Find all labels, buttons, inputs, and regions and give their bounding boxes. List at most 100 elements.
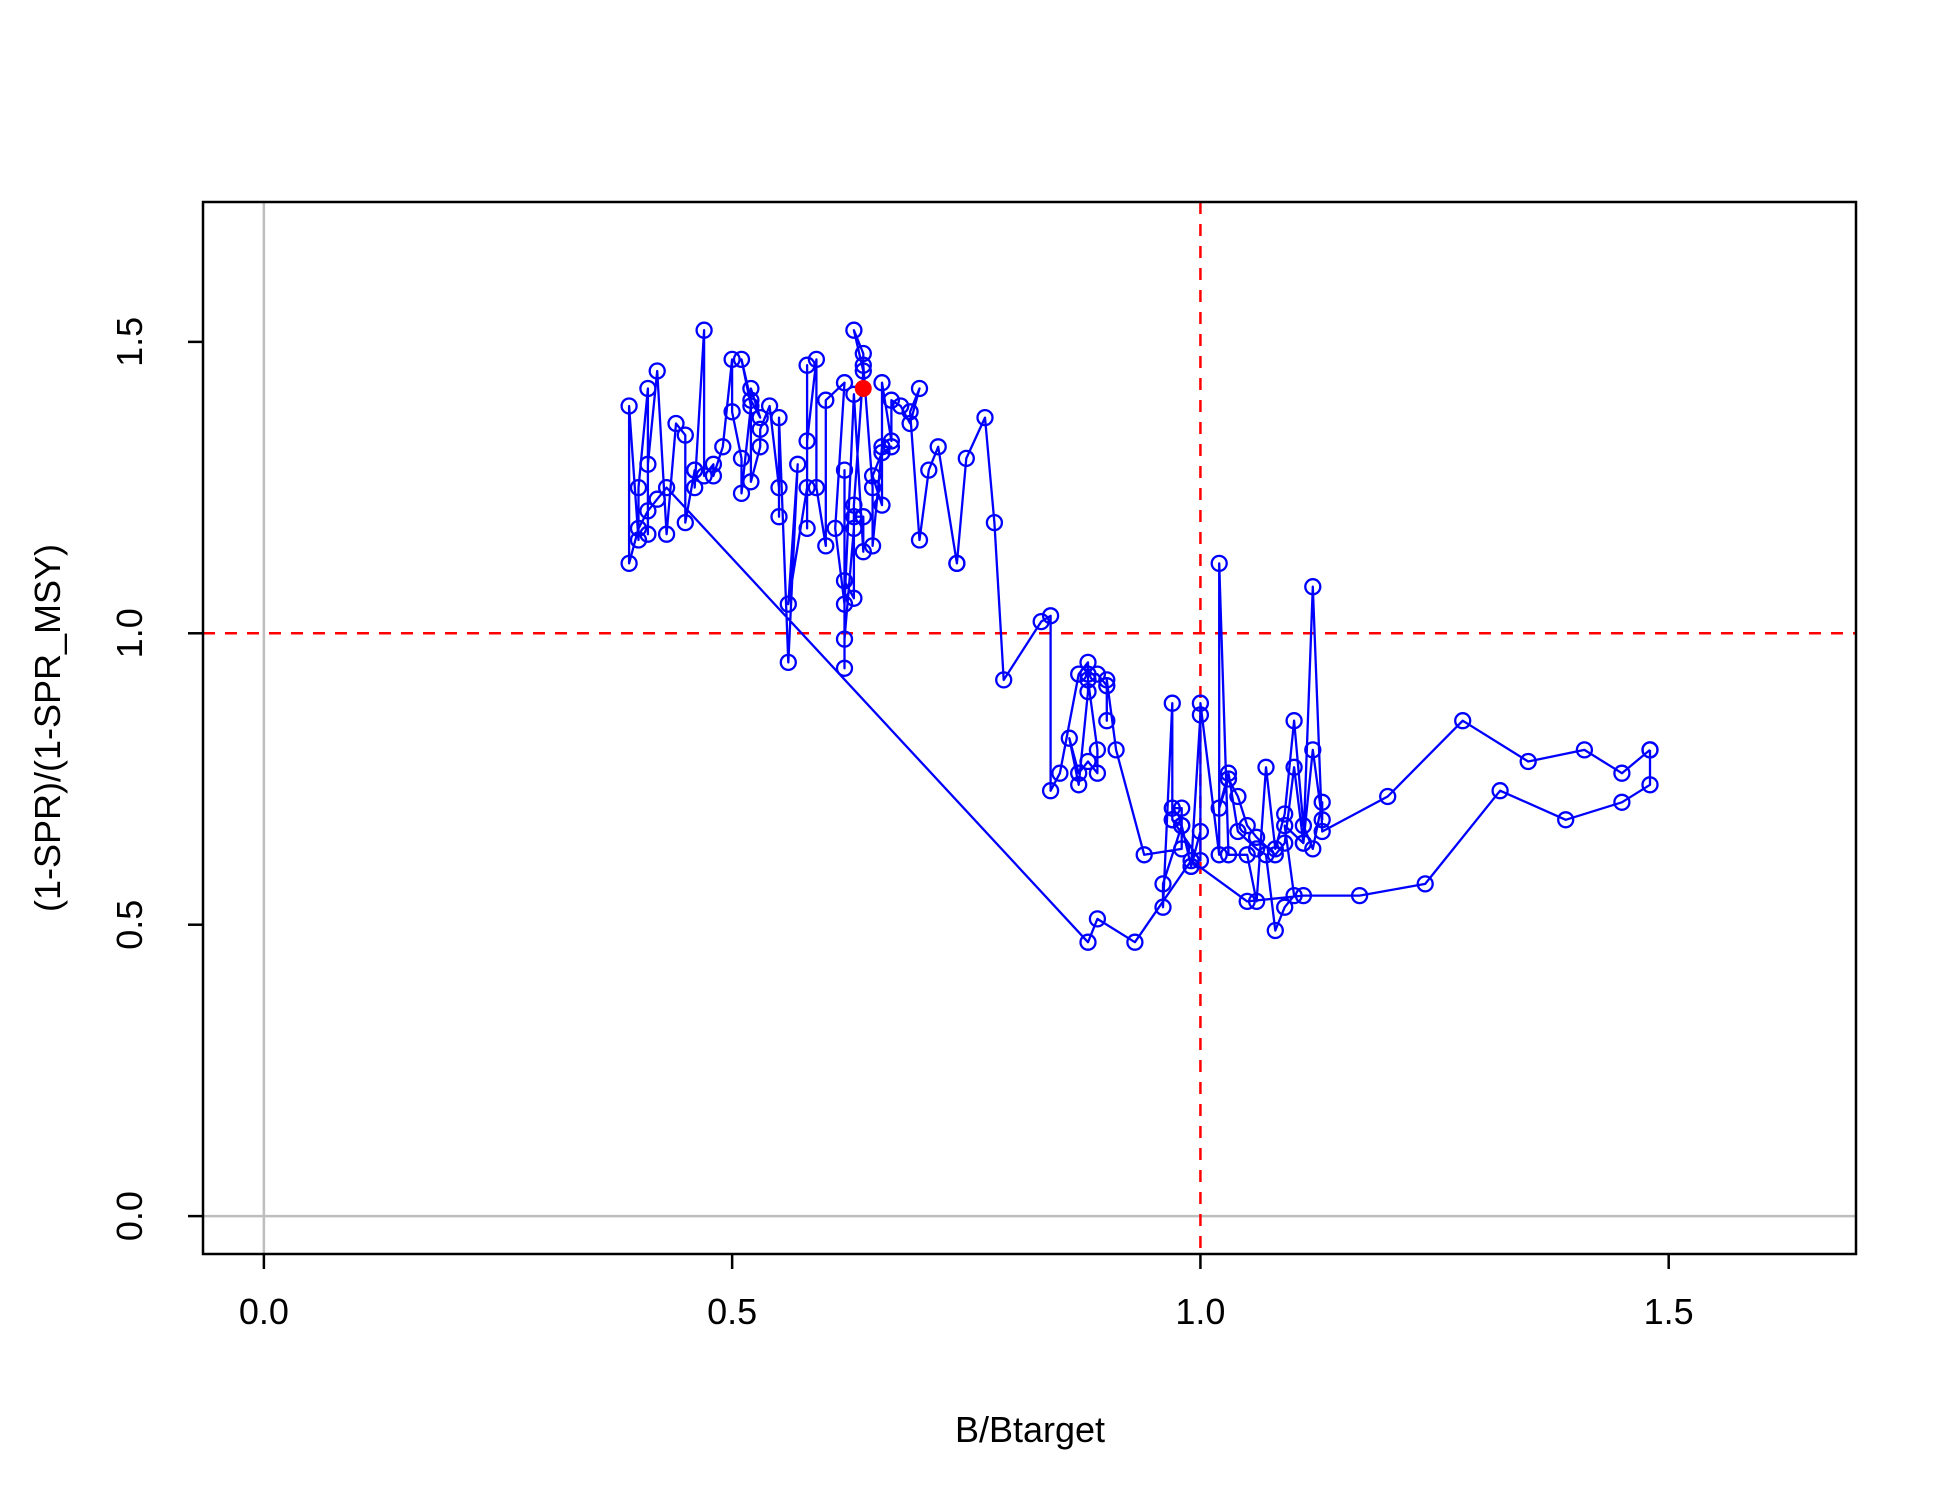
data-point bbox=[1079, 682, 1097, 701]
data-point bbox=[1416, 875, 1434, 893]
data-point bbox=[751, 420, 769, 438]
series-line bbox=[627, 329, 1652, 944]
y-tick-label: 1.0 bbox=[109, 608, 150, 658]
data-point bbox=[1070, 665, 1088, 683]
data-point bbox=[1379, 787, 1397, 806]
data-point bbox=[1079, 671, 1097, 689]
data-point bbox=[779, 595, 797, 613]
data-point bbox=[1079, 752, 1097, 771]
data-point bbox=[1070, 764, 1088, 782]
data-point bbox=[1154, 875, 1172, 893]
data-point bbox=[835, 630, 854, 648]
data-point bbox=[835, 659, 854, 677]
x-tick-label: 1.5 bbox=[1644, 1291, 1694, 1332]
data-point bbox=[873, 496, 891, 514]
data-point bbox=[1041, 782, 1060, 800]
data-point bbox=[1294, 886, 1313, 905]
data-point bbox=[1266, 846, 1284, 864]
data-point bbox=[873, 374, 891, 392]
data-point bbox=[1238, 846, 1256, 864]
data-point bbox=[629, 531, 648, 549]
data-point bbox=[995, 671, 1013, 689]
data-point bbox=[920, 461, 938, 479]
data-point bbox=[845, 589, 863, 607]
data-point bbox=[854, 543, 872, 561]
data-point bbox=[1191, 706, 1210, 724]
data-point bbox=[798, 478, 816, 497]
data-point bbox=[770, 478, 788, 497]
data-point bbox=[1182, 851, 1200, 870]
data-point bbox=[1257, 846, 1275, 864]
data-point bbox=[1276, 805, 1294, 823]
data-point bbox=[854, 362, 872, 380]
data-point bbox=[835, 374, 854, 392]
data-point bbox=[1173, 816, 1191, 835]
data-point bbox=[620, 554, 638, 573]
data-point bbox=[845, 496, 863, 514]
data-point bbox=[1154, 898, 1172, 916]
data-point bbox=[1229, 787, 1247, 806]
data-point bbox=[1088, 665, 1107, 683]
data-point bbox=[1613, 793, 1631, 811]
data-point bbox=[826, 519, 844, 538]
data-point bbox=[817, 537, 835, 555]
data-point bbox=[1051, 764, 1069, 782]
data-point bbox=[742, 397, 760, 415]
x-axis: 0.0 0.5 1.0 1.5 bbox=[239, 1254, 1694, 1332]
data-point bbox=[845, 508, 863, 526]
data-point bbox=[639, 455, 657, 473]
data-point bbox=[1304, 840, 1322, 858]
data-point bbox=[686, 461, 704, 479]
data-point bbox=[892, 397, 910, 415]
data-point bbox=[1454, 712, 1472, 730]
data-point bbox=[620, 397, 638, 415]
data-point bbox=[807, 350, 826, 369]
data-point bbox=[1350, 886, 1369, 905]
x-tick-label: 1.0 bbox=[1175, 1291, 1225, 1332]
data-point bbox=[657, 525, 676, 543]
data-point bbox=[732, 484, 751, 503]
data-point bbox=[835, 595, 854, 613]
data-point bbox=[1304, 741, 1322, 759]
data-point bbox=[910, 531, 929, 549]
y-axis-title: (1-SPR)/(1-SPR_MSY) bbox=[27, 544, 68, 912]
data-point bbox=[1163, 799, 1181, 817]
data-point bbox=[835, 461, 854, 479]
data-point bbox=[639, 525, 657, 543]
y-tick-label: 0.0 bbox=[109, 1191, 150, 1241]
data-point bbox=[798, 432, 816, 450]
data-point bbox=[1294, 834, 1313, 852]
data-point bbox=[854, 344, 872, 363]
data-point bbox=[1276, 898, 1294, 916]
data-point bbox=[1641, 741, 1659, 759]
data-point bbox=[1088, 741, 1107, 759]
data-point bbox=[760, 397, 779, 415]
data-point bbox=[901, 403, 919, 421]
data-point bbox=[723, 350, 741, 369]
data-point bbox=[629, 519, 648, 538]
data-point bbox=[770, 408, 788, 427]
data-point bbox=[798, 519, 816, 538]
data-point bbox=[770, 508, 788, 526]
data-point bbox=[1163, 811, 1181, 829]
data-point bbox=[948, 554, 966, 573]
data-point bbox=[1079, 653, 1097, 672]
data-point bbox=[863, 478, 882, 497]
data-point bbox=[1173, 840, 1191, 858]
data-point bbox=[1107, 741, 1125, 759]
data-point bbox=[1519, 752, 1537, 771]
data-point bbox=[985, 513, 1004, 532]
data-point bbox=[676, 426, 694, 444]
data-point bbox=[667, 414, 685, 433]
data-point bbox=[1491, 782, 1509, 800]
data-point bbox=[1032, 612, 1050, 631]
data-point bbox=[1613, 764, 1631, 782]
data-point bbox=[1257, 758, 1275, 776]
data-point bbox=[1294, 816, 1313, 835]
data-point bbox=[1210, 846, 1228, 864]
x-tick-label: 0.0 bbox=[239, 1291, 289, 1332]
data-point bbox=[1135, 846, 1153, 864]
data-point bbox=[1238, 892, 1256, 911]
data-point bbox=[629, 478, 648, 497]
data-point bbox=[882, 391, 901, 409]
